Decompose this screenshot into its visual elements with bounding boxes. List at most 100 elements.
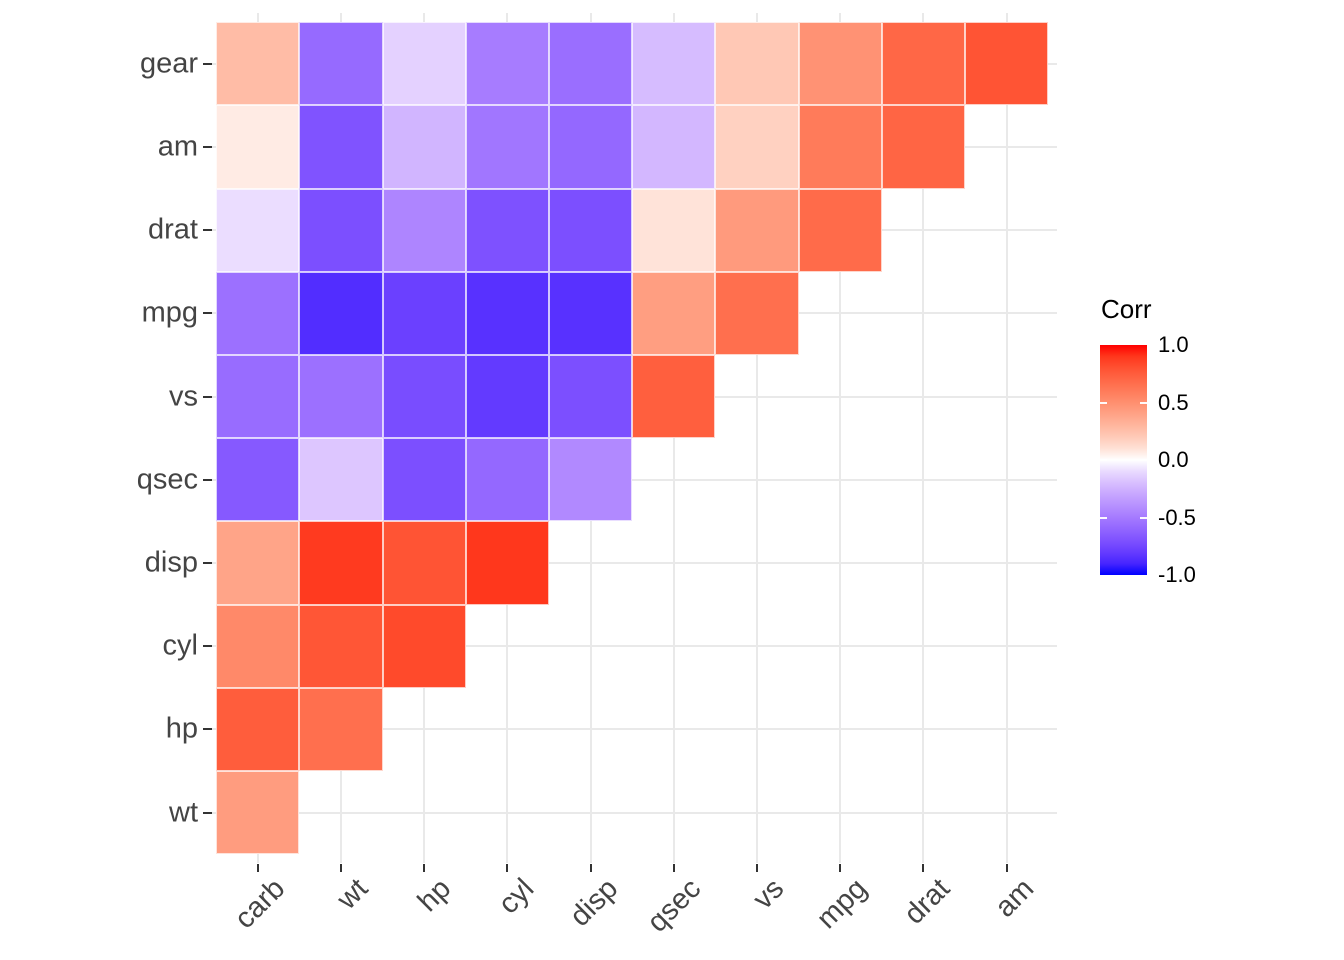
cell-cyl-hp	[382, 604, 466, 688]
y-axis-tick	[203, 312, 212, 315]
x-axis-label-carb: carb	[228, 872, 292, 936]
cell-am-vs	[715, 105, 799, 189]
cell-qsec-carb	[216, 438, 300, 522]
cell-drat-disp	[549, 188, 633, 272]
x-axis-tick	[839, 864, 842, 872]
cell-disp-carb	[216, 521, 300, 605]
legend-colorbar	[1100, 345, 1147, 575]
cell-disp-wt	[299, 521, 383, 605]
cell-wt-carb	[216, 771, 300, 855]
legend-bar-tick	[1140, 401, 1147, 404]
y-axis-label-am: am	[157, 130, 198, 163]
cell-gear-wt	[299, 22, 383, 106]
legend-tick-label: 0.5	[1158, 389, 1189, 415]
cell-am-wt	[299, 105, 383, 189]
cell-mpg-cyl	[465, 271, 549, 355]
cell-drat-wt	[299, 188, 383, 272]
cell-am-carb	[216, 105, 300, 189]
gridline	[756, 13, 758, 863]
legend-bar-tick	[1100, 516, 1107, 519]
x-axis-tick	[256, 864, 259, 872]
cell-qsec-hp	[382, 438, 466, 522]
gridline	[207, 728, 1057, 731]
cell-qsec-cyl	[465, 438, 549, 522]
cell-cyl-carb	[216, 604, 300, 688]
cell-am-qsec	[632, 105, 716, 189]
y-axis-tick	[203, 811, 212, 814]
cell-drat-mpg	[798, 188, 882, 272]
x-axis-tick	[589, 864, 592, 872]
x-axis-tick	[423, 864, 426, 872]
cell-gear-vs	[715, 22, 799, 106]
cell-vs-carb	[216, 355, 300, 439]
cell-qsec-disp	[549, 438, 633, 522]
legend-tick-label: 0.0	[1158, 447, 1189, 472]
gridline	[207, 811, 1057, 814]
gridline	[207, 645, 1057, 648]
cell-vs-qsec	[632, 355, 716, 439]
cell-vs-cyl	[465, 355, 549, 439]
x-axis-tick	[756, 864, 758, 872]
y-axis-tick	[203, 645, 212, 648]
y-axis-tick	[203, 146, 212, 148]
x-axis-tick	[922, 864, 925, 872]
cell-disp-cyl	[465, 521, 549, 605]
cell-disp-hp	[382, 521, 466, 605]
cell-vs-disp	[549, 355, 633, 439]
gridline	[839, 13, 842, 863]
cell-gear-hp	[382, 22, 466, 106]
cell-qsec-wt	[299, 438, 383, 522]
cell-gear-am	[965, 22, 1049, 106]
legend-title: Corr	[1101, 294, 1152, 324]
cell-mpg-vs	[715, 271, 799, 355]
legend-bar-tick	[1140, 459, 1147, 461]
cell-am-mpg	[798, 105, 882, 189]
x-axis-tick	[672, 864, 675, 872]
y-axis-label-disp: disp	[144, 546, 198, 579]
cell-hp-wt	[299, 687, 383, 771]
y-axis-tick	[203, 395, 212, 398]
gridline	[1005, 13, 1008, 863]
cell-mpg-qsec	[632, 271, 716, 355]
y-axis-label-wt: wt	[169, 796, 198, 829]
legend-bar-tick	[1100, 459, 1107, 461]
legend-tick-label: -0.5	[1158, 504, 1196, 530]
y-axis-label-cyl: cyl	[162, 629, 198, 662]
x-axis-tick	[1005, 864, 1008, 872]
cell-drat-cyl	[465, 188, 549, 272]
y-axis-tick	[203, 728, 212, 731]
cell-gear-disp	[549, 22, 633, 106]
cell-gear-cyl	[465, 22, 549, 106]
y-axis-tick	[203, 229, 212, 232]
cell-drat-vs	[715, 188, 799, 272]
legend-bar-tick	[1100, 401, 1107, 404]
legend-bar-tick	[1140, 516, 1147, 519]
cell-am-hp	[382, 105, 466, 189]
cell-drat-hp	[382, 188, 466, 272]
cell-am-cyl	[465, 105, 549, 189]
cell-mpg-wt	[299, 271, 383, 355]
gridline	[207, 562, 1057, 564]
legend-tick-label: -1.0	[1158, 562, 1196, 587]
cell-vs-wt	[299, 355, 383, 439]
cell-mpg-carb	[216, 271, 300, 355]
y-axis-tick	[203, 562, 212, 564]
x-axis-tick	[506, 864, 509, 872]
y-axis-label-qsec: qsec	[136, 463, 198, 496]
cell-gear-drat	[881, 22, 965, 106]
cell-gear-mpg	[798, 22, 882, 106]
y-axis-tick	[203, 478, 212, 481]
cell-drat-carb	[216, 188, 300, 272]
cell-mpg-disp	[549, 271, 633, 355]
plot-panel	[207, 13, 1057, 863]
legend-tick-label: 1.0	[1158, 332, 1189, 357]
y-axis-label-hp: hp	[165, 712, 198, 745]
cell-hp-carb	[216, 687, 300, 771]
y-axis-label-drat: drat	[148, 213, 198, 246]
y-axis-tick	[203, 62, 212, 65]
cell-am-disp	[549, 105, 633, 189]
cell-am-drat	[881, 105, 965, 189]
cell-gear-qsec	[632, 22, 716, 106]
cell-mpg-hp	[382, 271, 466, 355]
